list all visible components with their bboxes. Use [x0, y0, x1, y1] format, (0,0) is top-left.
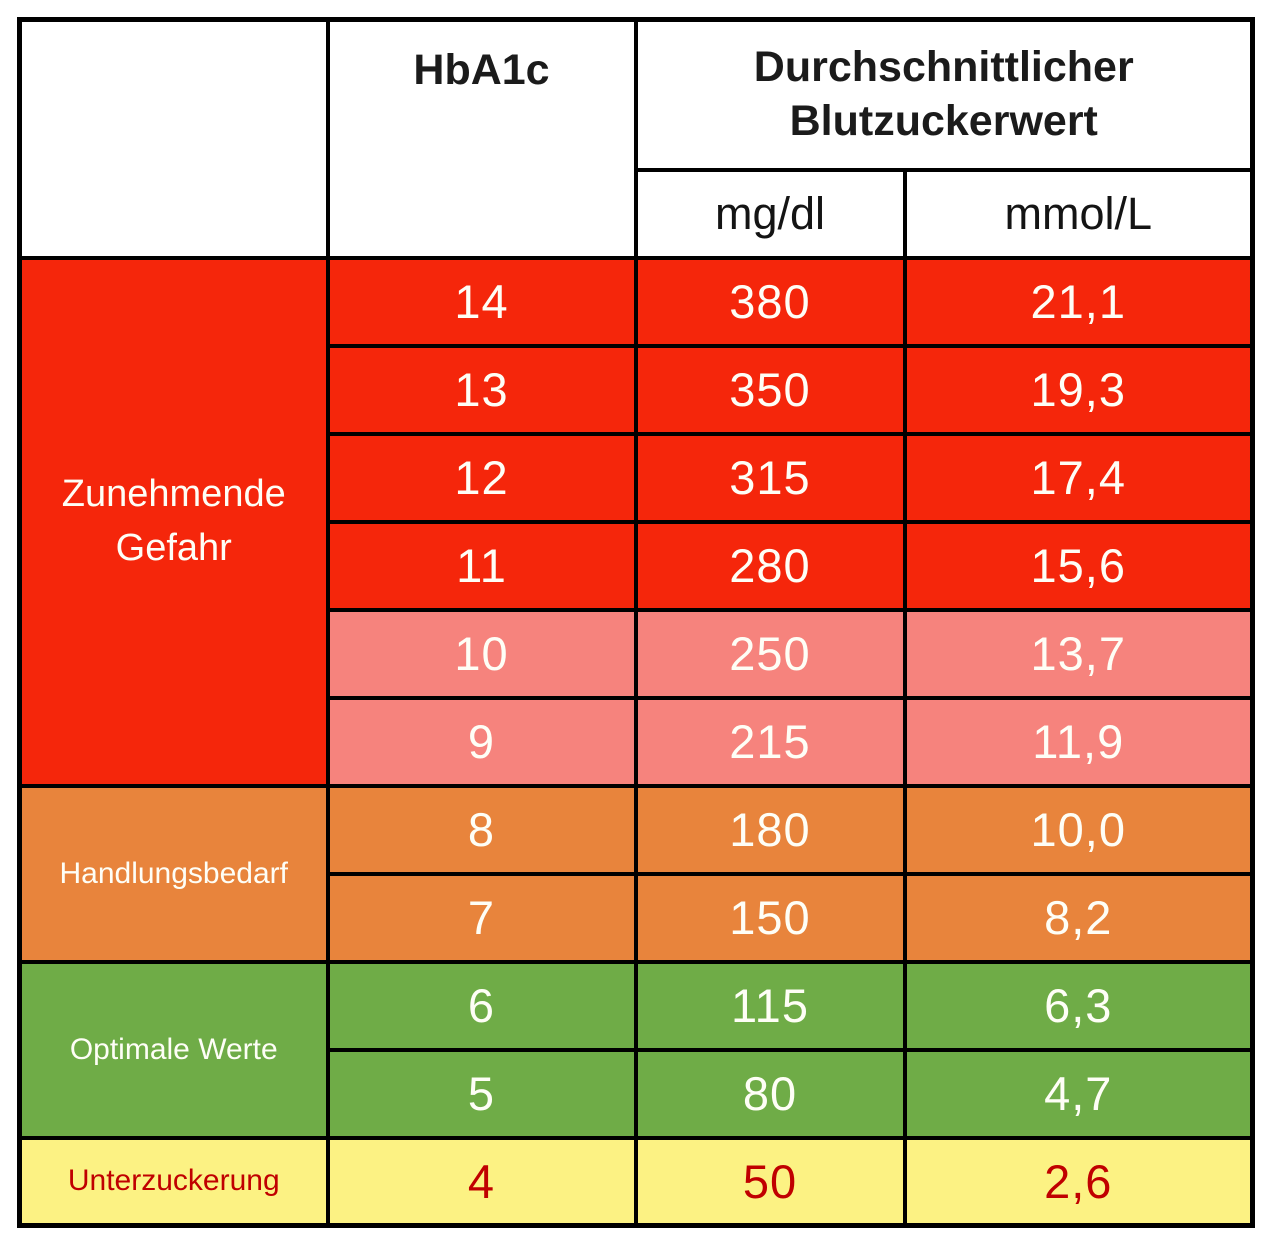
mmoll-value: 15,6: [902, 519, 1255, 612]
mgdl-value: 80: [633, 1047, 907, 1140]
hba1c-column-header: HbA1c: [325, 17, 638, 260]
hba1c-value: 5: [325, 1047, 638, 1140]
hba1c-value: 12: [325, 431, 638, 524]
hba1c-value: 4: [325, 1135, 638, 1228]
section-label-unterzuckerung: Unterzuckerung: [17, 1135, 330, 1228]
hba1c-value: 14: [325, 255, 638, 348]
table-row: 11 280 15,6: [20, 519, 1255, 612]
mgdl-value: 180: [633, 783, 907, 876]
table-row: 10 250 13,7: [20, 607, 1255, 700]
mmoll-value: 19,3: [902, 343, 1255, 436]
hba1c-conversion-table: HbA1c Durchschnittlicher Blutzuckerwert …: [17, 17, 1255, 1228]
mmoll-value: 4,7: [902, 1047, 1255, 1140]
unit-mgdl-header: mg/dl: [633, 167, 907, 260]
mmoll-value: 6,3: [902, 959, 1255, 1052]
mmoll-value: 13,7: [902, 607, 1255, 700]
table-row: Optimale Werte 6 115 6,3: [17, 959, 1255, 1140]
hba1c-value: 10: [325, 607, 638, 700]
mmoll-value: 11,9: [902, 695, 1255, 788]
mmoll-value: 8,2: [902, 871, 1255, 964]
section-label-handlungsbedarf: Handlungsbedarf: [17, 783, 330, 964]
mgdl-value: 150: [633, 871, 907, 964]
hba1c-value: 9: [325, 695, 638, 788]
corner-empty-cell: [17, 17, 330, 260]
table-row: 9 215 11,9: [20, 695, 1255, 788]
mgdl-value: 215: [633, 695, 907, 788]
mgdl-value: 280: [633, 519, 907, 612]
mmoll-value: 17,4: [902, 431, 1255, 524]
table-row: Unterzuckerung 4 50 2,6: [17, 1135, 1255, 1228]
table-row: Handlungsbedarf 8 180 10,0: [17, 783, 1255, 964]
mmoll-value: 21,1: [902, 255, 1255, 348]
mgdl-value: 115: [633, 959, 907, 1052]
table-row: 5 80 4,7: [20, 1047, 1255, 1140]
avg-blood-sugar-header: Durchschnittlicher Blutzuckerwert: [633, 17, 1255, 172]
mgdl-value: 380: [633, 255, 907, 348]
mgdl-value: 315: [633, 431, 907, 524]
table-row: 7 150 8,2: [20, 871, 1255, 964]
mgdl-value: 350: [633, 343, 907, 436]
mgdl-value: 50: [633, 1135, 907, 1228]
table-row: 13 350 19,3: [20, 343, 1255, 436]
unit-mmoll-header: mmol/L: [902, 167, 1255, 260]
mmoll-value: 2,6: [902, 1135, 1255, 1228]
section-label-optimale-werte: Optimale Werte: [17, 959, 330, 1140]
mgdl-value: 250: [633, 607, 907, 700]
hba1c-value: 8: [325, 783, 638, 876]
hba1c-value: 7: [325, 871, 638, 964]
hba1c-value: 11: [325, 519, 638, 612]
table-row: 12 315 17,4: [20, 431, 1255, 524]
section-label-zunehmende-gefahr: Zunehmende Gefahr: [17, 255, 330, 788]
hba1c-value: 13: [325, 343, 638, 436]
hba1c-value: 6: [325, 959, 638, 1052]
table-row: Zunehmende Gefahr 14 380 21,1: [17, 255, 1255, 788]
mmoll-value: 10,0: [902, 783, 1255, 876]
